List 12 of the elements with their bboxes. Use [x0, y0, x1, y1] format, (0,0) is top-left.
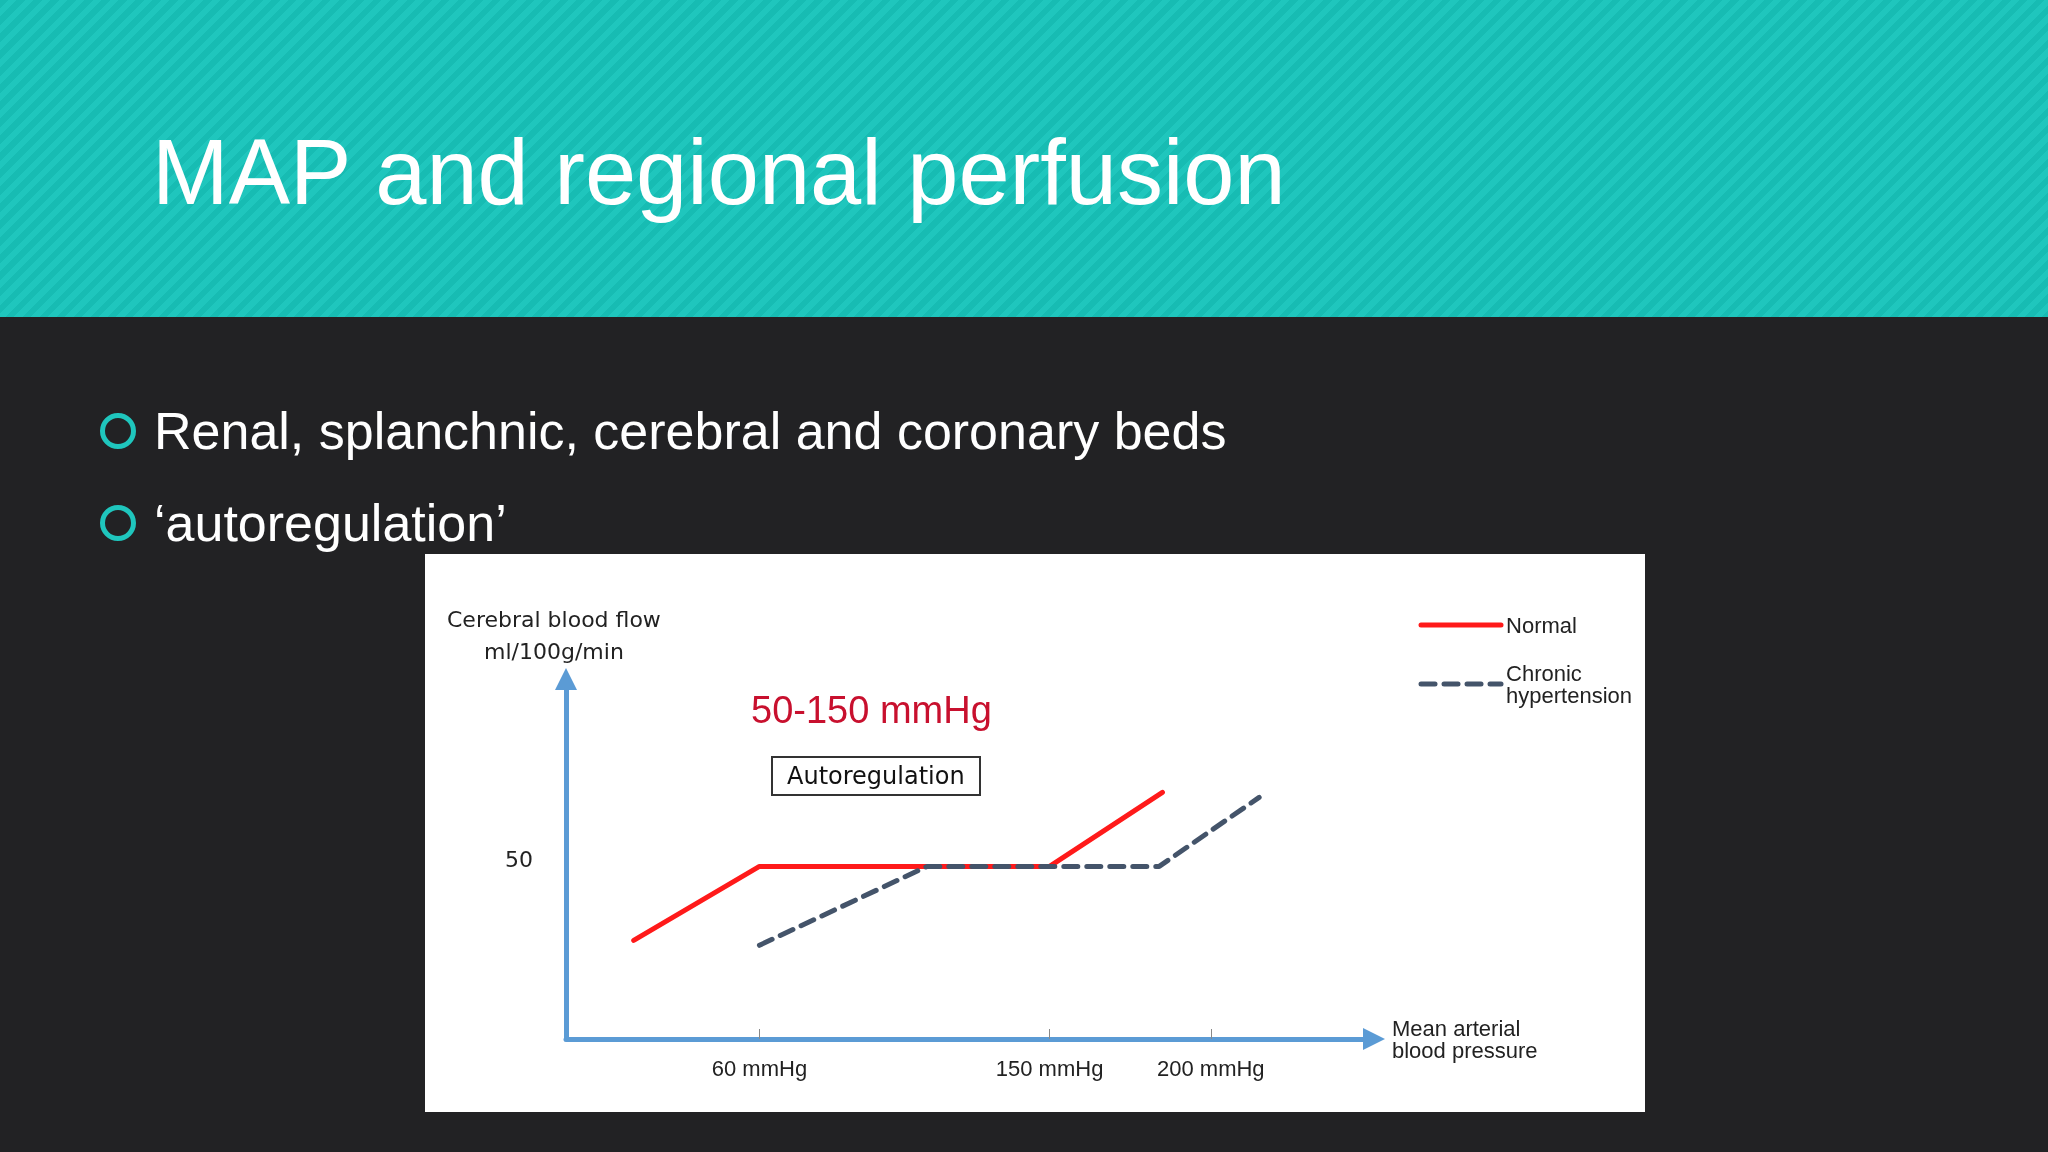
- text: 50: [505, 847, 533, 872]
- text: Cerebral blood flow ml/100g/min: [447, 606, 661, 666]
- legend-label: Normal: [1506, 612, 1577, 638]
- chart-subtitle: Renal, splanchnic, cerebral and coronary beds ‘autoregulation’: [153, 401, 1227, 554]
- x-axis-title: Mean arterial blood pressure: [1392, 1015, 1538, 1063]
- x-tick-label: 60 mmHg: [711, 1055, 808, 1081]
- text: 50-150 mmHg: [751, 689, 992, 732]
- text: Autoregulation: [771, 756, 981, 796]
- x-tick-label: 200 mmHg: [1157, 1055, 1265, 1081]
- x-tick-label: 150 mmHg: [995, 1055, 1104, 1081]
- legend-label: Chronic hypertension: [1506, 660, 1633, 708]
- chart-title: MAP and regional perfusion: [152, 120, 1286, 225]
